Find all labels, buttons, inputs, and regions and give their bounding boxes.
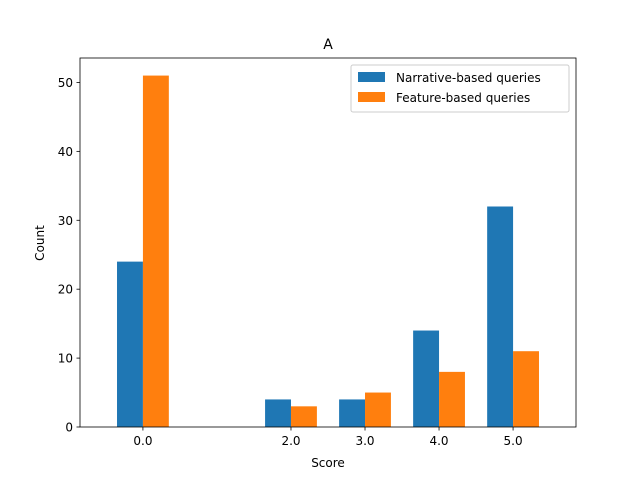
bar-feature-2.0 [290,406,317,427]
y-tick-label-40: 40 [58,145,73,159]
bar-narrative-4.0 [413,330,440,427]
axes-frame [79,57,577,428]
y-tick-label-30: 30 [58,214,73,228]
legend-label-narrative: Narrative-based queries [396,71,541,85]
bar-narrative-5.0 [487,206,514,427]
bar-feature-5.0 [513,351,539,427]
legend: Narrative-based queries Feature-based que… [350,64,570,113]
plot-area: 0.0 2.0 3.0 4.0 5.0 0 10 20 30 40 50 [58,57,577,448]
legend-box [350,64,570,113]
y-tick-label-20: 20 [58,283,73,297]
bar-narrative-0.0 [117,261,143,427]
y-tick-label-0: 0 [65,421,73,435]
legend-swatch-narrative [358,72,385,82]
bar-feature-0.0 [142,75,169,428]
x-tick-label-2.0: 2.0 [281,434,300,448]
x-tick-label-0.0: 0.0 [133,434,152,448]
chart-title: A [323,37,333,53]
bar-narrative-2.0 [265,399,291,427]
legend-swatch-feature [358,92,385,102]
bar-feature-3.0 [365,392,391,427]
x-tick-label-3.0: 3.0 [355,434,374,448]
x-axis-label: Score [311,456,345,470]
y-axis-label: Count [33,225,47,261]
bar-feature-4.0 [439,371,465,427]
y-tick-label-50: 50 [58,76,73,90]
legend-label-feature: Feature-based queries [396,91,530,105]
x-tick-label-5.0: 5.0 [504,434,523,448]
x-tick-label-4.0: 4.0 [429,434,448,448]
bar-narrative-3.0 [339,399,366,427]
y-tick-label-10: 10 [58,352,73,366]
